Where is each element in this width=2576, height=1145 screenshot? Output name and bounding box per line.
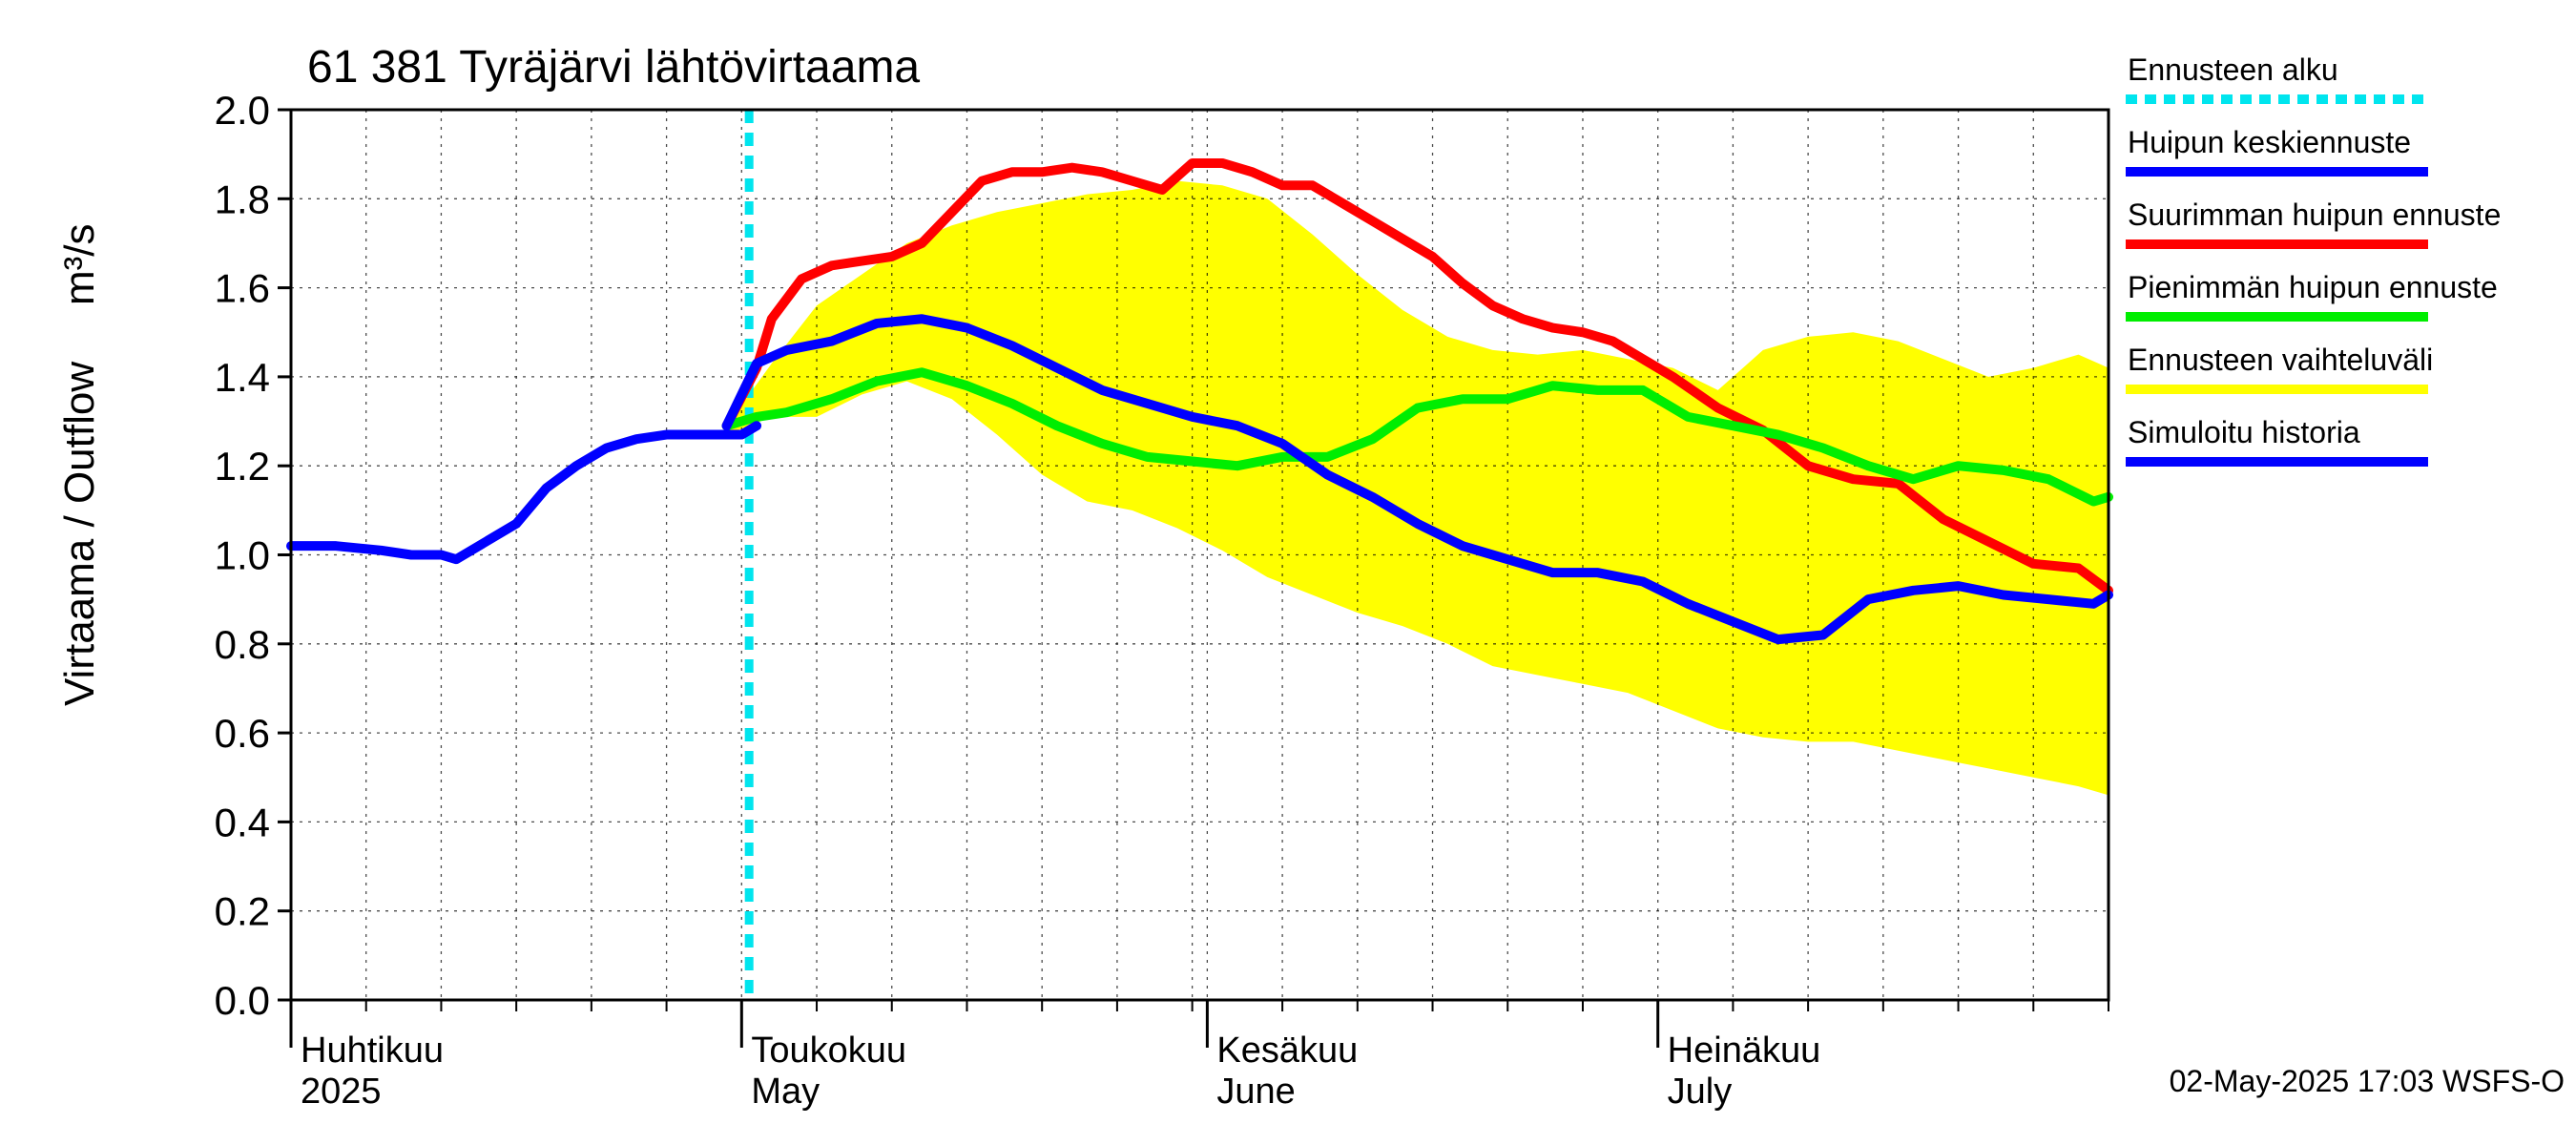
legend-label: Suurimman huipun ennuste: [2128, 198, 2501, 232]
month-sublabel: June: [1216, 1072, 1295, 1112]
series-line: [721, 157, 2113, 595]
forecast-range-band: [726, 180, 2109, 796]
month-label: Kesäkuu: [1216, 1030, 1358, 1071]
month-sublabel: 2025: [301, 1072, 382, 1112]
chart-title: 61 381 Tyräjärvi lähtövirtaama: [307, 42, 920, 93]
y-tick-label: 0.4: [215, 800, 270, 844]
y-tick-label: 1.6: [215, 266, 270, 311]
y-axis-label-text: Virtaama / Outflow: [56, 362, 103, 706]
series-band: [726, 180, 2109, 796]
y-tick-label: 1.8: [215, 177, 270, 221]
legend: Ennusteen alku Huipun keskiennuste Suurimm…: [2126, 52, 2501, 467]
y-axis-unit: m³/s: [56, 223, 103, 305]
y-tick-label: 0.0: [215, 978, 270, 1023]
month-label: Heinäkuu: [1668, 1030, 1821, 1071]
month-sublabel: May: [751, 1072, 820, 1112]
legend-label: Pienimmän huipun ennuste: [2128, 270, 2498, 304]
y-tick-label: 1.2: [215, 444, 270, 489]
legend-label: Simuloitu historia: [2128, 415, 2360, 449]
y-tick-label: 1.0: [215, 533, 270, 578]
footer-timestamp: 02-May-2025 17:03 WSFS-O: [2170, 1064, 2565, 1098]
series-lines: [286, 110, 2113, 1000]
y-tick-label: 1.4: [215, 355, 270, 400]
y-axis-label: Virtaama / Outflow m³/s: [56, 223, 103, 706]
legend-label: Ennusteen vaihteluväli: [2128, 343, 2433, 377]
legend-label: Ennusteen alku: [2128, 52, 2338, 87]
axes: 0.0 0.2 0.4 0.6 0.8 1.0 1.2 1.4 1.6 1.8 2.0 Huhtiku…: [215, 88, 2109, 1112]
month-label: Huhtikuu: [301, 1030, 444, 1071]
month-label: Toukokuu: [751, 1030, 906, 1071]
y-tick-label: 2.0: [215, 88, 270, 133]
series-line: [721, 314, 2113, 645]
y-tick-label: 0.8: [215, 622, 270, 667]
y-tick-label: 0.2: [215, 889, 270, 934]
series-line: [721, 367, 2113, 507]
legend-label: Huipun keskiennuste: [2128, 125, 2411, 159]
series-line: [286, 421, 762, 565]
month-sublabel: July: [1668, 1072, 1733, 1112]
y-tick-label: 0.6: [215, 711, 270, 756]
